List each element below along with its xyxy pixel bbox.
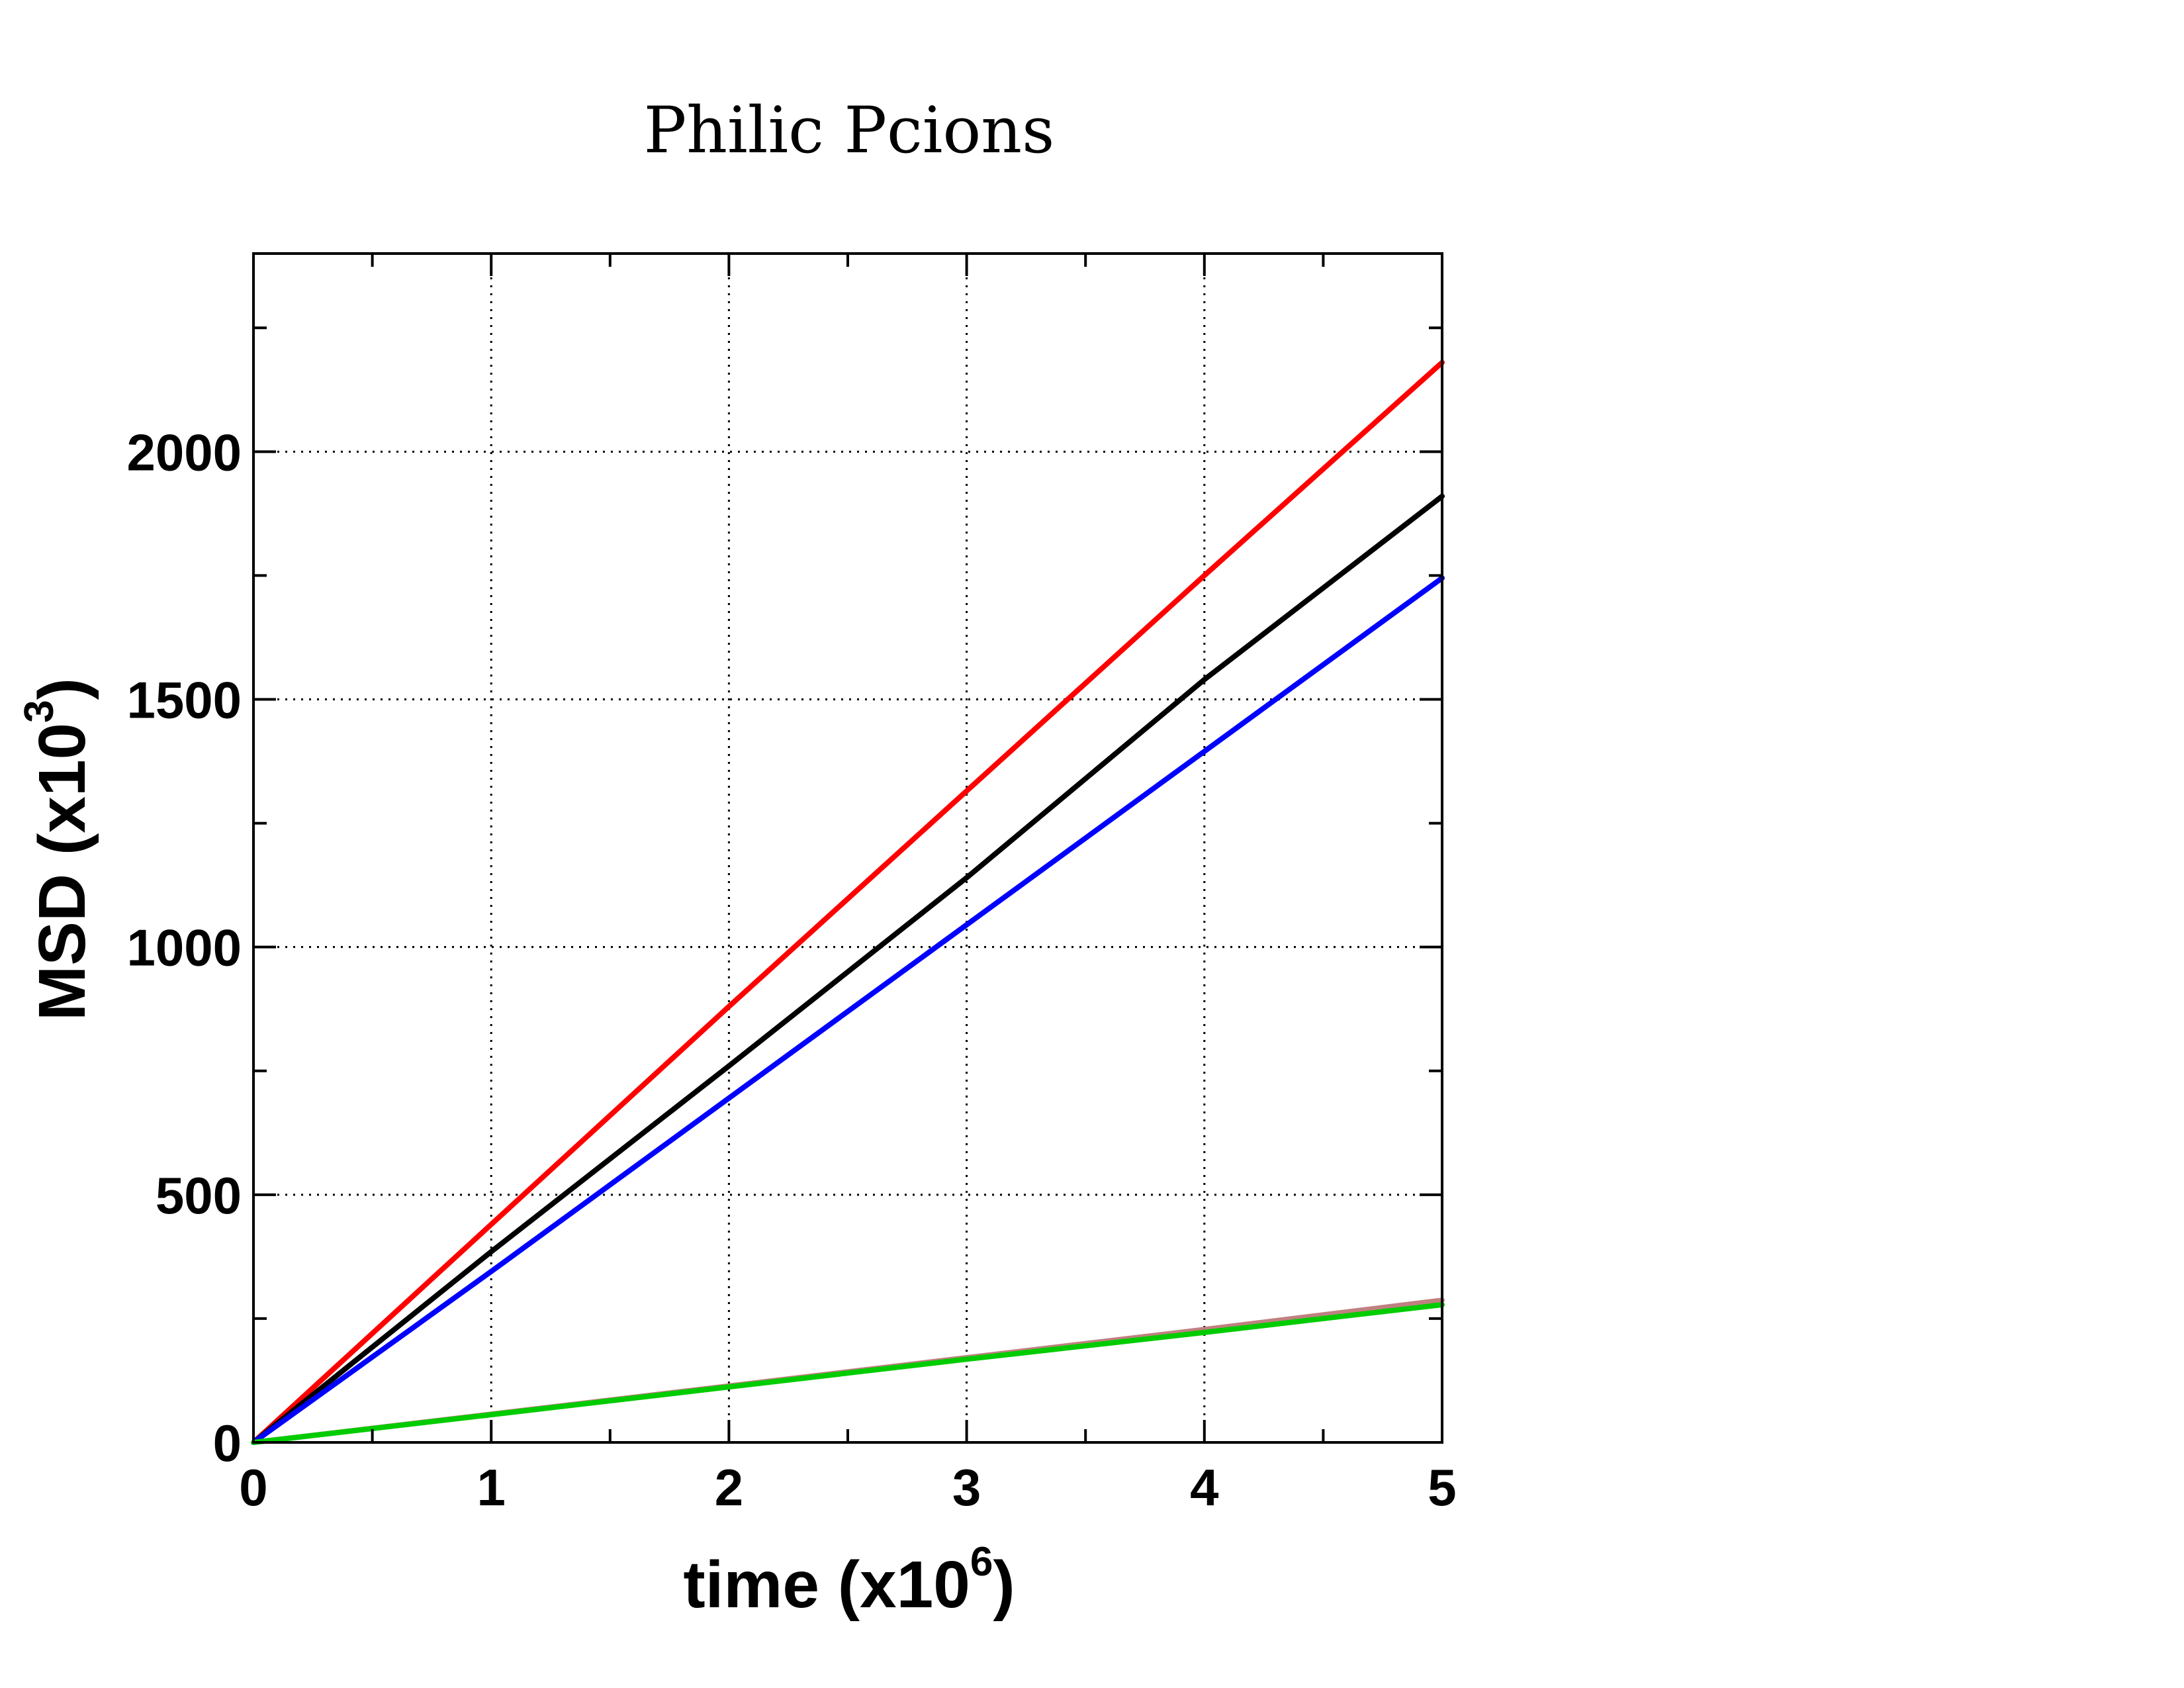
y-tick-label: 1000 xyxy=(126,919,242,977)
y-tick-label: 0 xyxy=(213,1414,242,1472)
x-tick-label: 5 xyxy=(1428,1458,1456,1517)
x-axis-label-sup: 6 xyxy=(970,1539,993,1585)
series-line-1 xyxy=(251,359,1445,1445)
series-line-3 xyxy=(251,575,1445,1445)
y-tick-label: 1500 xyxy=(126,671,242,729)
y-axis-label-sup: 3 xyxy=(17,700,62,722)
y-axis-label: MSD (x103) xyxy=(17,678,99,1021)
series-line-2 xyxy=(251,493,1445,1445)
tick-labels: 0 1 2 3 4 5 0 500 1000 1500 2000 xyxy=(126,423,1456,1517)
x-tick-label: 0 xyxy=(239,1458,267,1517)
x-tick-label: 4 xyxy=(1190,1458,1218,1517)
x-tick-label: 2 xyxy=(715,1458,743,1517)
series-line-5 xyxy=(251,1302,1445,1445)
plot-frame xyxy=(252,252,1443,1444)
x-tick-label: 1 xyxy=(477,1458,506,1517)
x-tick-label: 3 xyxy=(952,1458,981,1517)
y-tick-label: 500 xyxy=(156,1166,242,1225)
x-axis-label-end: ) xyxy=(993,1548,1015,1622)
y-tick-label: 2000 xyxy=(126,423,242,481)
grid xyxy=(253,254,1442,1442)
ticks xyxy=(252,254,1443,1444)
x-axis-label: time (x106) xyxy=(683,1539,1015,1622)
x-axis-label-main: time (x10 xyxy=(683,1548,970,1622)
y-axis-label-main: MSD (x10 xyxy=(25,723,99,1021)
series-layer xyxy=(251,359,1445,1445)
chart-title: Philic Pcions xyxy=(644,93,1055,167)
y-axis-label-end: ) xyxy=(25,678,99,700)
